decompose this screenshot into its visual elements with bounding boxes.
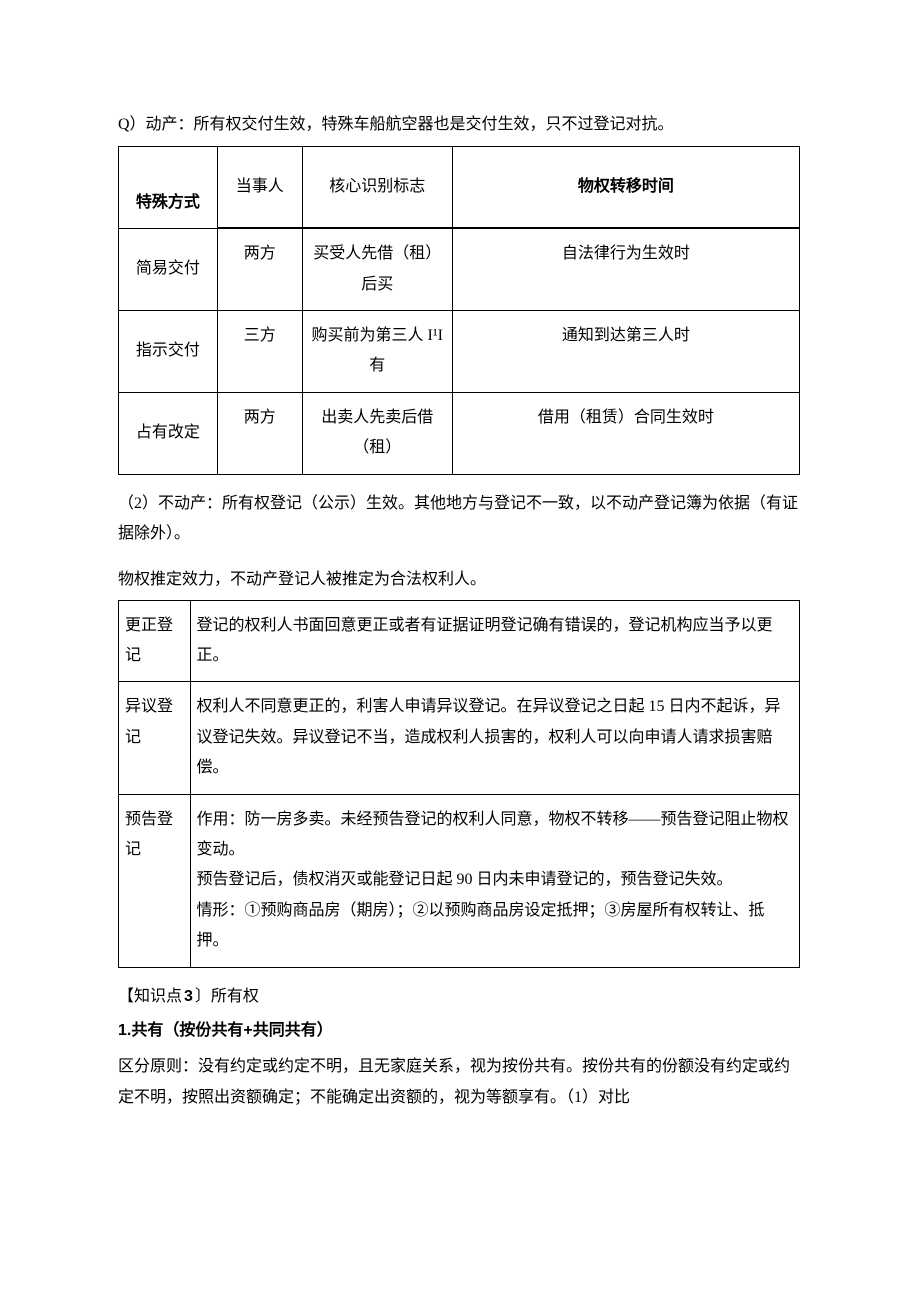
t1-h-c3: 物权转移时间 <box>452 147 799 228</box>
para-presumption: 物权推定效力，不动产登记人被推定为合法权利人。 <box>118 565 800 595</box>
para-real-estate: （2）不动产：所有权登记（公示）生效。其他地方与登记不一致，以不动产登记簿为依据… <box>118 489 800 550</box>
table-delivery-methods: 特殊方式 当事人 核心识别标志 物权转移时间 简易交付 两方 买受人先借（租）后… <box>118 146 800 474</box>
t2-r2-c0: 预告登记 <box>119 794 191 967</box>
t2-r0-c0: 更正登记 <box>119 600 191 682</box>
table-row: 指示交付 三方 购买前为第三人 I¹I 有 通知到达第三人时 <box>119 310 800 392</box>
sub-num: 1 <box>118 1022 127 1039</box>
t1-r0-c0: 简易交付 <box>119 229 218 311</box>
table-row: 更正登记 登记的权利人书面回意更正或者有证据证明登记确有错误的，登记机构应当予以… <box>119 600 800 682</box>
subheading-1: 1.共有（按份共有+共同共有） <box>118 1016 800 1046</box>
t2-r2-c1: 作用：防一房多卖。未经预告登记的权利人同意，物权不转移——预告登记阻止物权变动。… <box>190 794 800 967</box>
t1-corner-bottom: 特殊方式 <box>136 194 200 211</box>
t1-r1-c1: 三方 <box>217 310 302 392</box>
table-registration-types: 更正登记 登记的权利人书面回意更正或者有证据证明登记确有错误的，登记机构应当予以… <box>118 600 800 968</box>
t1-r0-c1: 两方 <box>217 229 302 311</box>
t1-r2-c2: 出卖人先卖后借（租） <box>302 392 452 474</box>
heading-kp3: 【知识点3〕所有权 <box>118 982 800 1012</box>
table-row: 预告登记 作用：防一房多卖。未经预告登记的权利人同意，物权不转移——预告登记阻止… <box>119 794 800 967</box>
t2-r1-c1: 权利人不同意更正的，利害人申请异议登记。在异议登记之日起 15 日内不起诉，异议… <box>190 682 800 794</box>
t2-r0-c1: 登记的权利人书面回意更正或者有证据证明登记确有错误的，登记机构应当予以更正。 <box>190 600 800 682</box>
t1-corner: 特殊方式 <box>119 147 218 229</box>
t1-r2-c1: 两方 <box>217 392 302 474</box>
t1-r0-c2: 买受人先借（租）后买 <box>302 229 452 311</box>
t1-r1-c3: 通知到达第三人时 <box>452 310 799 392</box>
para-distinction: 区分原则：没有约定或约定不明，且无家庭关系，视为按份共有。按份共有的份额没有约定… <box>118 1052 800 1113</box>
t2-r1-c0: 异议登记 <box>119 682 191 794</box>
t1-r2-c3: 借用（租赁）合同生效时 <box>452 392 799 474</box>
sub-text: .共有（按份共有+共同共有） <box>127 1022 333 1039</box>
t1-h-c2: 核心识别标志 <box>302 147 452 228</box>
t1-r2-c0: 占有改定 <box>119 392 218 474</box>
t1-r1-c2: 购买前为第三人 I¹I 有 <box>302 310 452 392</box>
table-row: 异议登记 权利人不同意更正的，利害人申请异议登记。在异议登记之日起 15 日内不… <box>119 682 800 794</box>
table-row: 简易交付 两方 买受人先借（租）后买 自法律行为生效时 <box>119 229 800 311</box>
t1-r1-c0: 指示交付 <box>119 310 218 392</box>
table-row: 占有改定 两方 出卖人先卖后借（租） 借用（租赁）合同生效时 <box>119 392 800 474</box>
kp3-suffix: 〕所有权 <box>195 988 259 1005</box>
kp3-num: 3 <box>184 988 193 1005</box>
kp3-prefix: 【知识点 <box>118 988 182 1005</box>
intro-line: Q）动产：所有权交付生效，特殊车船航空器也是交付生效，只不过登记对抗。 <box>118 110 800 140</box>
t1-r0-c3: 自法律行为生效时 <box>452 229 799 311</box>
t1-h-c1: 当事人 <box>217 147 302 228</box>
